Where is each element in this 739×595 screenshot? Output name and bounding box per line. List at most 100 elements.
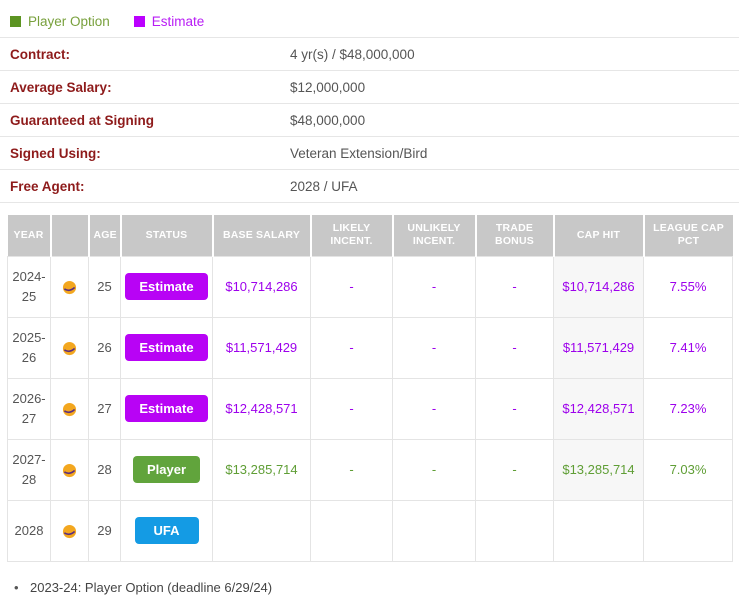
col-header-trade-bonus: TRADE BONUS bbox=[475, 215, 555, 256]
signed-using-value: Veteran Extension/Bird bbox=[290, 145, 428, 161]
table-row: 2025-26 26 Estimate $11,571,429 - - - $1… bbox=[7, 316, 733, 379]
guaranteed-at-signing-label: Guaranteed at Signing bbox=[10, 112, 155, 128]
team-cell bbox=[50, 316, 89, 379]
table-row: 2027-28 28 Player $13,285,714 - - - $13,… bbox=[7, 438, 733, 501]
league-cap-pct-cell: 7.03% bbox=[643, 438, 733, 501]
guaranteed-at-signing-row: Guaranteed at Signing $48,000,000 bbox=[0, 104, 739, 137]
year-cell: 2024-25 bbox=[7, 255, 51, 318]
year-cell: 2026-27 bbox=[7, 377, 51, 440]
col-header-base-salary: BASE SALARY bbox=[212, 215, 312, 256]
likely-incent-cell: - bbox=[310, 255, 393, 318]
unlikely-incent-cell: - bbox=[392, 255, 476, 318]
unlikely-incent-cell: - bbox=[392, 316, 476, 379]
col-header-cap-hit: CAP HIT bbox=[553, 215, 645, 256]
base-salary-cell: $12,428,571 bbox=[212, 377, 311, 440]
team-cell bbox=[50, 499, 89, 562]
col-header-status: STATUS bbox=[120, 215, 214, 256]
year-cell: 2025-26 bbox=[7, 316, 51, 379]
empty-cell bbox=[643, 499, 733, 562]
empty-cell bbox=[553, 499, 644, 562]
lakers-logo-icon[interactable] bbox=[62, 280, 77, 295]
base-salary-cell: $13,285,714 bbox=[212, 438, 311, 501]
table-row: 2024-25 25 Estimate $10,714,286 - - - $1… bbox=[7, 255, 733, 318]
estimate-status-button[interactable]: Estimate bbox=[125, 395, 208, 422]
legend-item-player-option: Player Option bbox=[10, 14, 110, 29]
cap-hit-cell: $10,714,286 bbox=[553, 255, 644, 318]
col-header-unlikely-incent: UNLIKELY INCENT. bbox=[392, 215, 477, 256]
player-option-status-button[interactable]: Player bbox=[132, 456, 201, 483]
base-salary-cell: $10,714,286 bbox=[212, 255, 311, 318]
col-header-age: AGE bbox=[88, 215, 122, 256]
status-cell: Estimate bbox=[120, 377, 213, 440]
age-cell: 27 bbox=[88, 377, 121, 440]
year-cell: 2027-28 bbox=[7, 438, 51, 501]
free-agent-label: Free Agent: bbox=[10, 178, 85, 194]
estimate-status-button[interactable]: Estimate bbox=[125, 334, 208, 361]
free-agent-value: 2028 / UFA bbox=[290, 178, 358, 194]
legend-item-estimate: Estimate bbox=[133, 14, 205, 29]
ufa-status-button[interactable]: UFA bbox=[134, 517, 199, 544]
legend-player-option-label: Player Option bbox=[28, 14, 110, 29]
estimate-status-button[interactable]: Estimate bbox=[125, 273, 208, 300]
table-header-row: YEAR AGE STATUS BASE SALARY LIKELY INCEN… bbox=[7, 215, 733, 256]
cap-hit-cell: $13,285,714 bbox=[553, 438, 644, 501]
average-salary-label: Average Salary: bbox=[10, 79, 112, 95]
col-header-likely-incent: LIKELY INCENT. bbox=[310, 215, 394, 256]
average-salary-row: Average Salary: $12,000,000 bbox=[0, 71, 739, 104]
player-option-swatch-icon bbox=[10, 16, 21, 27]
status-cell: UFA bbox=[120, 499, 213, 562]
guaranteed-at-signing-value: $48,000,000 bbox=[290, 112, 366, 128]
contract-value: 4 yr(s) / $48,000,000 bbox=[290, 46, 415, 62]
contract-row: Contract: 4 yr(s) / $48,000,000 bbox=[0, 38, 739, 71]
salary-breakdown-table: YEAR AGE STATUS BASE SALARY LIKELY INCEN… bbox=[7, 215, 733, 562]
legend-estimate-label: Estimate bbox=[151, 14, 205, 29]
col-header-year: YEAR bbox=[7, 215, 52, 256]
trade-bonus-cell: - bbox=[475, 438, 554, 501]
table-row: 2026-27 27 Estimate $12,428,571 - - - $1… bbox=[7, 377, 733, 440]
empty-cell bbox=[392, 499, 476, 562]
lakers-logo-icon[interactable] bbox=[62, 402, 77, 417]
estimate-swatch-icon bbox=[133, 16, 145, 27]
signed-using-label: Signed Using: bbox=[10, 145, 101, 161]
age-cell: 25 bbox=[88, 255, 121, 318]
empty-cell bbox=[310, 499, 393, 562]
contract-label: Contract: bbox=[10, 46, 70, 62]
age-cell: 28 bbox=[88, 438, 121, 501]
status-cell: Estimate bbox=[120, 316, 213, 379]
cap-hit-cell: $11,571,429 bbox=[553, 316, 644, 379]
col-header-team bbox=[50, 215, 90, 256]
status-legend: Player Option Estimate bbox=[0, 0, 739, 37]
league-cap-pct-cell: 7.55% bbox=[643, 255, 733, 318]
col-header-league-cap-pct: LEAGUE CAP PCT bbox=[643, 215, 733, 256]
trade-bonus-cell: - bbox=[475, 255, 554, 318]
team-cell bbox=[50, 255, 89, 318]
contract-details-panel: Contract: 4 yr(s) / $48,000,000 Average … bbox=[0, 37, 739, 203]
table-row-ufa: 2028 29 UFA bbox=[7, 499, 733, 562]
cap-hit-cell: $12,428,571 bbox=[553, 377, 644, 440]
likely-incent-cell: - bbox=[310, 316, 393, 379]
empty-cell bbox=[212, 499, 311, 562]
lakers-logo-icon[interactable] bbox=[62, 524, 77, 539]
likely-incent-cell: - bbox=[310, 438, 393, 501]
lakers-logo-icon[interactable] bbox=[62, 341, 77, 356]
league-cap-pct-cell: 7.23% bbox=[643, 377, 733, 440]
base-salary-cell: $11,571,429 bbox=[212, 316, 311, 379]
age-cell: 26 bbox=[88, 316, 121, 379]
status-cell: Player bbox=[120, 438, 213, 501]
lakers-logo-icon[interactable] bbox=[62, 463, 77, 478]
league-cap-pct-cell: 7.41% bbox=[643, 316, 733, 379]
trade-bonus-cell: - bbox=[475, 377, 554, 440]
likely-incent-cell: - bbox=[310, 377, 393, 440]
team-cell bbox=[50, 377, 89, 440]
status-cell: Estimate bbox=[120, 255, 213, 318]
age-cell: 29 bbox=[88, 499, 121, 562]
unlikely-incent-cell: - bbox=[392, 377, 476, 440]
average-salary-value: $12,000,000 bbox=[290, 79, 366, 95]
year-cell: 2028 bbox=[7, 499, 51, 562]
team-cell bbox=[50, 438, 89, 501]
trade-bonus-cell: - bbox=[475, 316, 554, 379]
empty-cell bbox=[475, 499, 554, 562]
unlikely-incent-cell: - bbox=[392, 438, 476, 501]
free-agent-row: Free Agent: 2028 / UFA bbox=[0, 170, 739, 203]
signed-using-row: Signed Using: Veteran Extension/Bird bbox=[0, 137, 739, 170]
